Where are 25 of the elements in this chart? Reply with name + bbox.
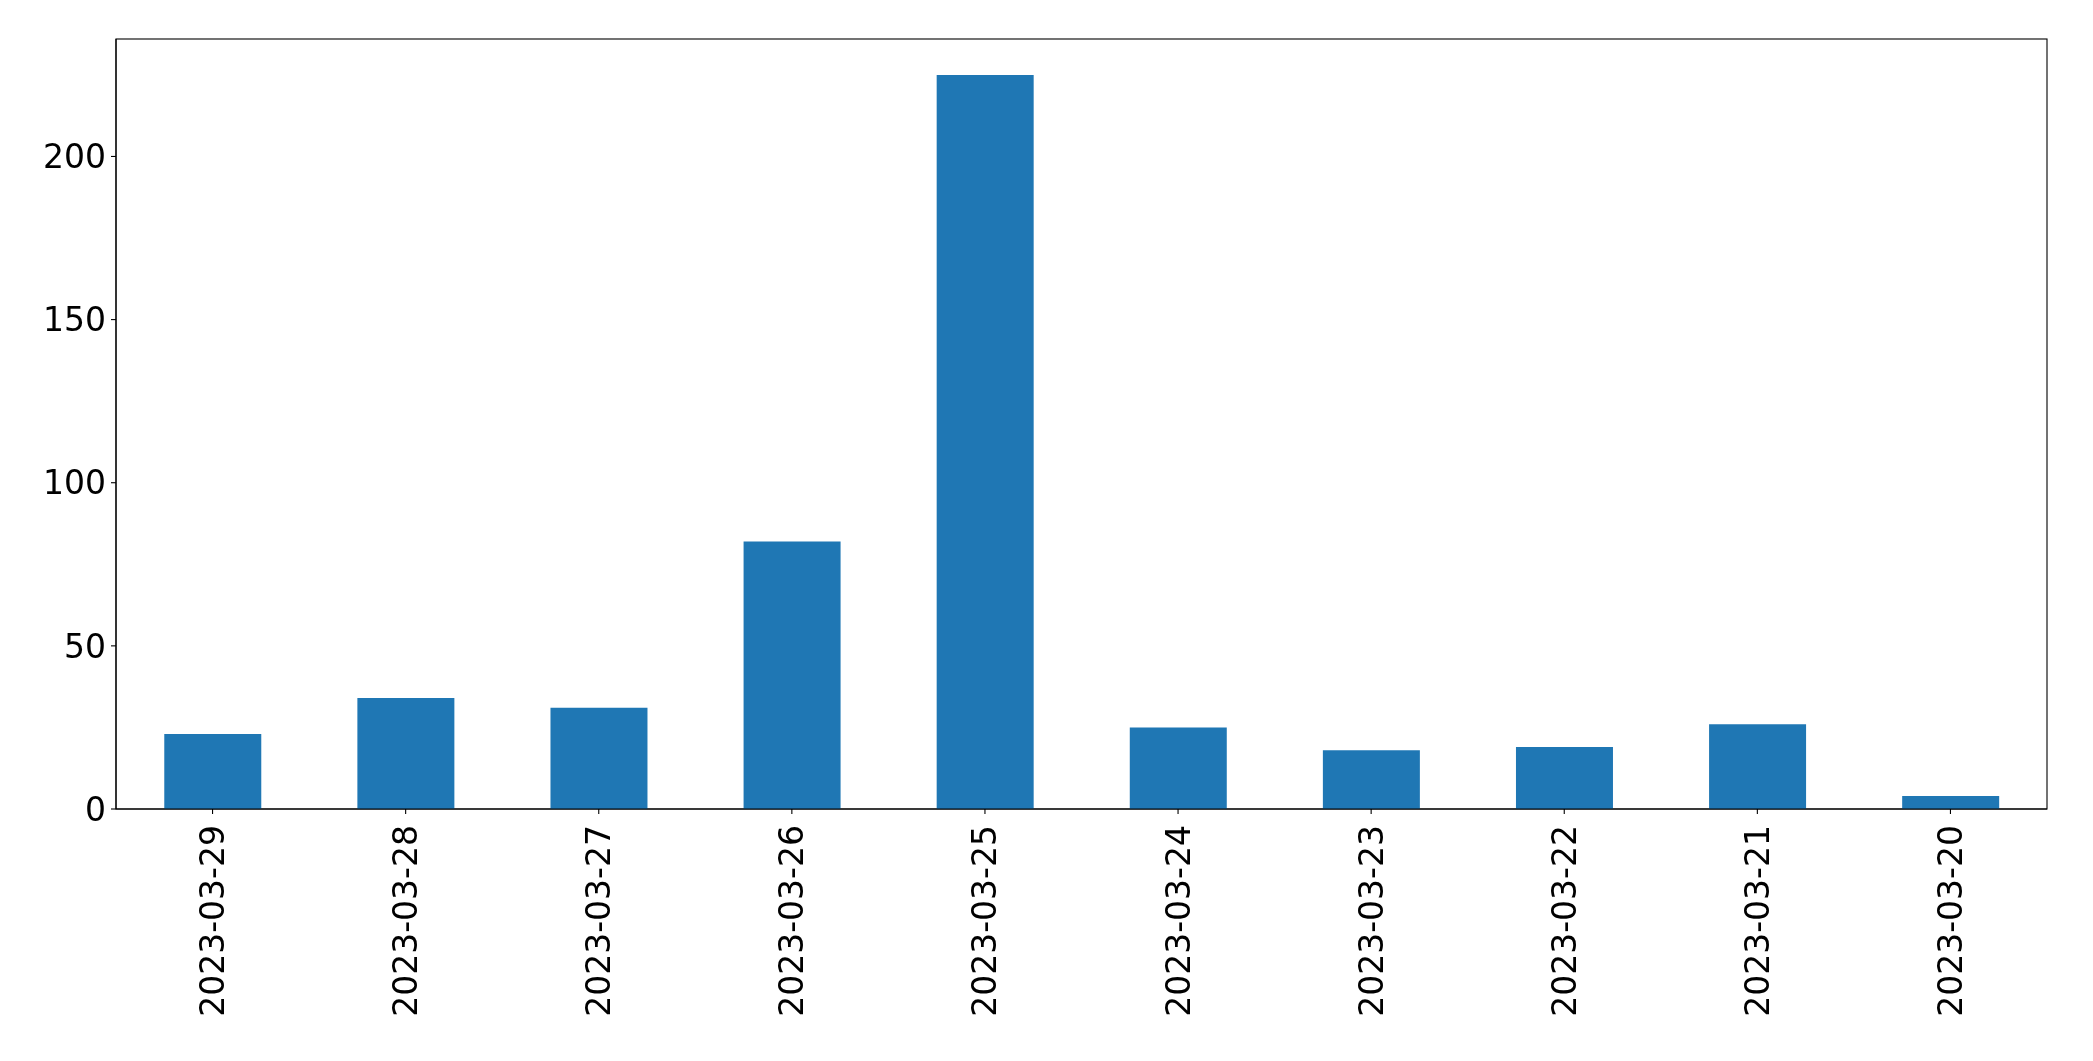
x-tick-label: 2023-03-26: [772, 825, 812, 1017]
x-tick-label: 2023-03-24: [1158, 825, 1198, 1017]
y-tick-label: 200: [43, 137, 106, 177]
y-tick-label: 50: [64, 626, 106, 666]
bar: [1129, 727, 1227, 809]
x-tick-label: 2023-03-25: [965, 825, 1005, 1017]
bar: [357, 698, 455, 809]
x-tick-label: 2023-03-29: [193, 825, 233, 1017]
bar: [1902, 795, 2000, 809]
bar: [1709, 724, 1807, 809]
x-tick-label: 2023-03-22: [1544, 825, 1584, 1017]
bar: [743, 541, 841, 809]
y-tick-label: 150: [43, 300, 106, 340]
x-tick-label: 2023-03-28: [386, 825, 426, 1017]
x-tick-label: 2023-03-23: [1351, 825, 1391, 1017]
x-tick-label: 2023-03-27: [579, 825, 619, 1017]
y-tick-label: 0: [85, 789, 106, 829]
x-tick-label: 2023-03-20: [1930, 825, 1970, 1017]
x-tick-label: 2023-03-21: [1737, 825, 1777, 1017]
bar: [550, 707, 648, 809]
bar: [1322, 750, 1420, 809]
bar: [936, 74, 1034, 809]
y-tick-label: 100: [43, 463, 106, 503]
bar: [1515, 747, 1613, 809]
bar: [164, 733, 262, 809]
